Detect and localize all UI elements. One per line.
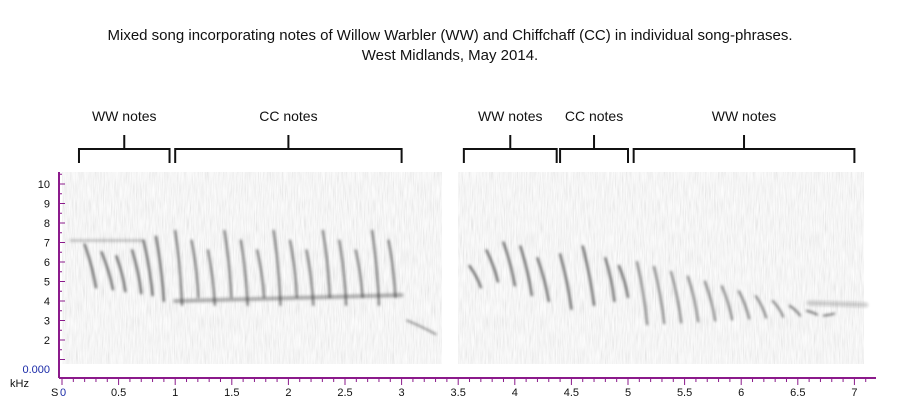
figure-title-line-1: Mixed song incorporating notes of Willow… <box>107 27 793 44</box>
note-trace <box>190 239 200 299</box>
spectrogram-panel-right <box>458 172 864 364</box>
x-origin-s-label: S <box>51 387 58 399</box>
note-trace <box>806 300 869 308</box>
note-trace <box>686 275 700 323</box>
group-label: CC notes <box>565 108 623 124</box>
note-trace <box>142 239 154 297</box>
y-tick-label: 4 <box>44 296 50 308</box>
x-tick-label: 1 <box>172 387 178 399</box>
note-trace <box>354 249 364 299</box>
note-trace <box>703 280 717 322</box>
group-bracket <box>559 135 629 163</box>
note-trace <box>174 229 183 306</box>
x-tick-label: 1.5 <box>224 387 239 399</box>
x-tick-label: 0.5 <box>111 387 126 399</box>
x-tick-label: 3 <box>399 387 405 399</box>
note-group-3: WW notes <box>462 108 558 163</box>
y-unit-label: kHz <box>10 378 29 390</box>
x-tick-label: 5 <box>625 387 631 399</box>
axes: 10 9 8 7 6 5 4 3 2 0.000 kHz 0.5 1 1.5 2 2.5 3 3.5 4 4.5 5 5.… <box>10 172 876 399</box>
group-bracket <box>174 135 403 163</box>
y-tick-label: 6 <box>44 257 50 269</box>
group-bracket <box>77 135 171 163</box>
note-trace <box>636 261 649 326</box>
y-tick-label: 8 <box>44 218 50 230</box>
group-bracket <box>462 135 558 163</box>
note-trace <box>558 253 573 310</box>
note-trace <box>468 264 482 289</box>
y-tick-label: 5 <box>44 277 50 289</box>
x-tick-label: 6 <box>738 387 744 399</box>
y-tick-label: 9 <box>44 199 50 211</box>
note-group-1: WW notes <box>77 108 171 163</box>
note-trace <box>754 295 768 319</box>
song-notes <box>69 229 869 336</box>
note-trace <box>256 249 266 299</box>
note-trace <box>100 251 115 291</box>
spectrogram-panel-left <box>62 172 442 364</box>
group-label: CC notes <box>259 108 317 124</box>
note-trace <box>737 290 751 320</box>
note-trace <box>131 249 143 295</box>
note-trace <box>604 257 616 303</box>
note-group-brackets: WW notes CC notes WW notes CC notes WW notes <box>77 108 856 163</box>
note-trace <box>581 245 596 306</box>
note-trace <box>653 265 666 325</box>
note-trace <box>387 239 397 299</box>
note-trace <box>406 319 437 336</box>
note-trace <box>154 235 165 303</box>
note-trace <box>670 270 683 324</box>
note-trace <box>223 229 233 299</box>
x-tick-label: 3.5 <box>451 387 466 399</box>
note-trace <box>173 293 404 303</box>
note-trace <box>805 309 819 316</box>
note-trace <box>720 285 734 321</box>
note-trace <box>519 245 533 297</box>
group-bracket <box>632 135 856 163</box>
note-trace <box>83 243 98 289</box>
note-trace <box>822 312 836 317</box>
figure-title-line-2: West Midlands, May 2014. <box>361 47 539 64</box>
note-trace <box>115 255 127 293</box>
y-tick-label: 10 <box>38 179 50 191</box>
note-trace <box>617 264 630 299</box>
note-trace <box>338 239 348 306</box>
note-trace <box>321 229 331 299</box>
note-trace <box>536 257 550 303</box>
note-group-5: WW notes <box>632 108 856 163</box>
x-tick-label: 7 <box>851 387 857 399</box>
group-label: WW notes <box>92 108 157 124</box>
y-tick-label: 2 <box>44 335 50 347</box>
y-tick-label: 7 <box>44 238 50 250</box>
x-tick-label: 2.5 <box>337 387 352 399</box>
note-group-4: CC notes <box>559 108 629 163</box>
note-group-2: CC notes <box>174 108 403 163</box>
x-origin-zero-label: 0 <box>60 387 66 399</box>
y-tick-label: 3 <box>44 316 50 328</box>
group-label: WW notes <box>478 108 543 124</box>
note-trace <box>502 241 516 287</box>
note-trace <box>305 249 315 306</box>
x-tick-label: 2 <box>285 387 291 399</box>
note-trace <box>771 300 785 318</box>
note-trace <box>788 304 802 317</box>
x-tick-label: 4 <box>512 387 518 399</box>
y-zero-label: 0.000 <box>22 364 50 376</box>
note-trace <box>371 229 380 306</box>
note-trace <box>485 249 499 283</box>
note-trace <box>289 239 298 299</box>
x-tick-label: 4.5 <box>564 387 579 399</box>
x-tick-label: 6.5 <box>790 387 805 399</box>
group-label: WW notes <box>712 108 777 124</box>
x-tick-label: 5.5 <box>677 387 692 399</box>
